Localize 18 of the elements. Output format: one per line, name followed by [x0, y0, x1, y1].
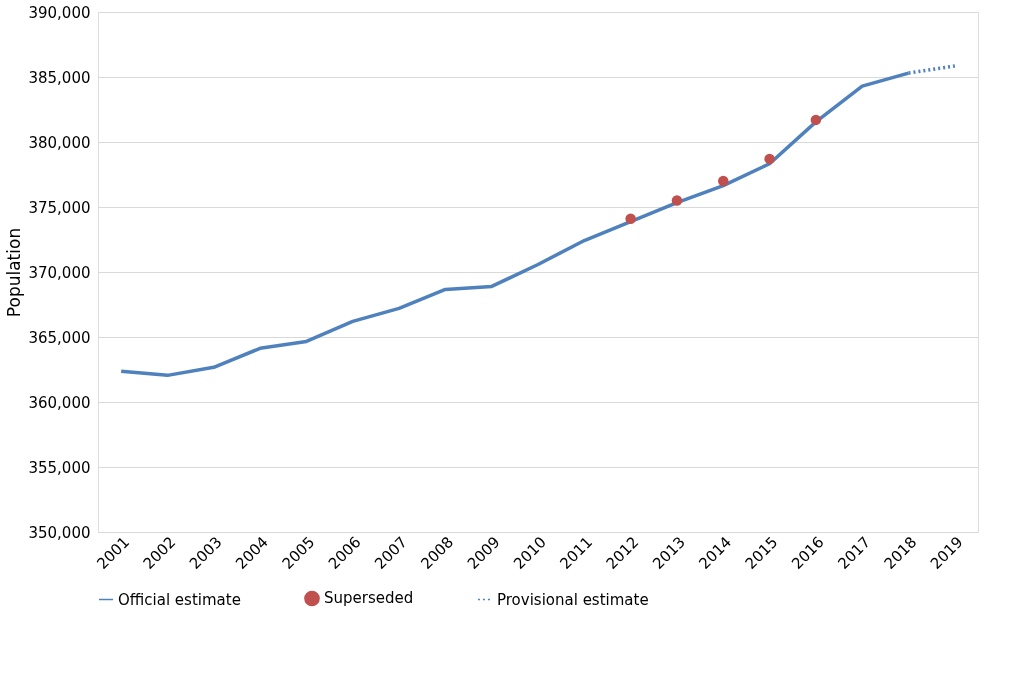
- y-tick-label: 355,000: [28, 458, 91, 477]
- point: [764, 153, 775, 165]
- point: [671, 195, 683, 206]
- point: [718, 175, 729, 187]
- y-tick-label: 385,000: [28, 68, 91, 87]
- y-tick-label: 360,000: [28, 393, 91, 412]
- y-tick-label: 365,000: [28, 328, 91, 347]
- point: [625, 213, 636, 224]
- legend-label: Provisional estimate: [497, 590, 649, 609]
- legend-label: Superseded: [324, 589, 414, 608]
- legend-label: Official estimate: [118, 590, 241, 609]
- y-tick-label: 380,000: [28, 133, 91, 152]
- y-tick-label: 390,000: [28, 3, 91, 22]
- y-axis-title: Population: [4, 227, 25, 318]
- y-tick-label: 375,000: [28, 198, 91, 217]
- y-tick-label: 370,000: [28, 263, 91, 282]
- point: [810, 114, 822, 126]
- y-tick-label: 350,000: [28, 523, 91, 542]
